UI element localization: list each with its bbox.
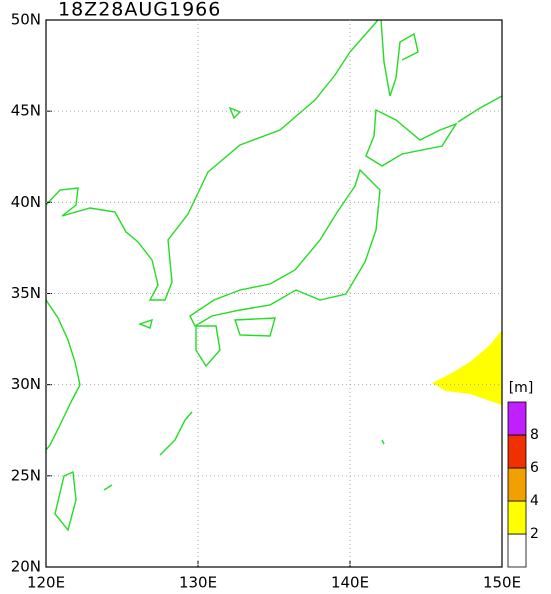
coastline [189,168,381,327]
coastline [380,19,419,97]
coastline [45,299,81,451]
colorbar-label: 6 [530,460,539,476]
coastline [54,470,77,532]
x-tick-label: 120E [27,574,65,592]
x-tick-label: 130E [179,574,217,592]
colorbar-label: 2 [530,526,539,542]
x-tick-label: 150E [483,574,521,592]
x-tick-label: 140E [331,574,369,592]
coastline [137,95,503,329]
colorbar-box [507,467,527,502]
coastline [365,108,458,167]
coastline [195,325,221,368]
wave-area [432,330,502,405]
colorbar-box [507,533,527,568]
coastline [103,411,385,491]
colorbar-unit: [m] [509,380,534,396]
colorbar-box [507,500,527,535]
coastline [45,19,379,301]
y-tick-label: 25N [11,466,41,484]
colorbar-label: 8 [530,427,539,443]
y-tick-label: 50N [11,11,41,29]
colorbar-box [507,434,527,469]
colorbar-label: 4 [530,493,539,509]
y-tick-label: 30N [11,375,41,393]
y-tick-label: 45N [11,102,41,120]
y-tick-label: 35N [11,284,41,302]
coastlines [45,19,503,532]
coastline [234,317,276,337]
colorbar-box [507,401,527,436]
map-title: 18Z28AUG1966 [58,0,221,21]
y-tick-label: 20N [11,558,41,576]
y-tick-label: 40N [11,193,41,211]
